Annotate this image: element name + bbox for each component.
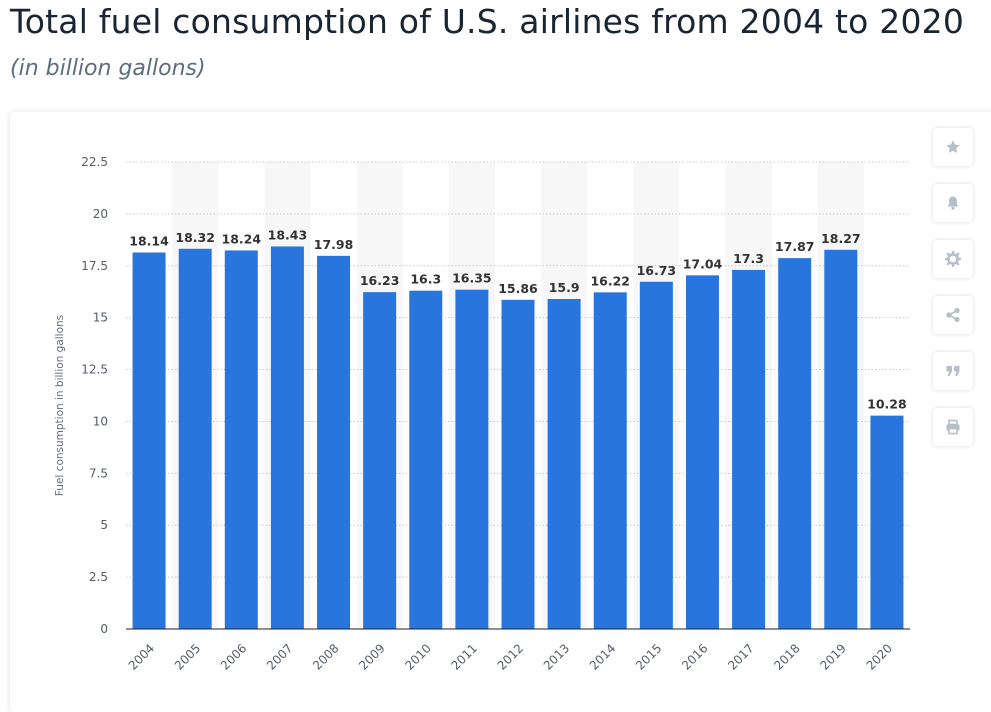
bar-value-label: 18.24 <box>222 231 262 246</box>
share-icon <box>946 307 960 323</box>
bar[interactable] <box>224 250 258 629</box>
x-tick-label: 2004 <box>126 641 157 672</box>
bar-value-label: 16.73 <box>637 263 677 278</box>
y-axis-label: Fuel consumption in billion gallons <box>54 315 66 496</box>
y-tick-label: 12.5 <box>81 363 108 377</box>
bar[interactable] <box>732 269 766 629</box>
y-tick-label: 20 <box>93 207 108 221</box>
bar-value-label: 16.22 <box>590 273 630 288</box>
bar-value-label: 18.32 <box>175 230 215 245</box>
bar[interactable] <box>639 281 673 629</box>
favorite-button[interactable] <box>933 128 973 166</box>
bar-value-label: 17.98 <box>314 237 354 252</box>
share-button[interactable] <box>933 296 973 334</box>
x-tick-label: 2018 <box>771 641 802 672</box>
bar-value-label: 10.28 <box>867 397 907 412</box>
bar-chart: 0 2.5 5 7.5 10 12.5 15 17.5 20 22.5 18.14 2004 18.32… <box>54 155 910 673</box>
bar-value-label: 18.14 <box>129 233 169 248</box>
bar-value-label: 16.23 <box>360 273 400 288</box>
bar-value-label: 18.27 <box>821 231 861 246</box>
bar[interactable] <box>778 258 812 629</box>
quote-icon <box>946 366 960 376</box>
x-tick-label: 2014 <box>587 641 618 672</box>
bell-icon <box>947 196 959 210</box>
x-tick-label: 2017 <box>725 641 756 672</box>
settings-button[interactable] <box>933 240 973 278</box>
chart-toolbar <box>933 128 975 464</box>
bar[interactable] <box>547 298 581 629</box>
x-tick-label: 2015 <box>633 641 664 672</box>
gear-icon <box>945 251 961 267</box>
bar[interactable] <box>685 275 719 629</box>
y-tick-label: 2.5 <box>89 570 108 584</box>
x-tick-label: 2009 <box>356 641 387 672</box>
cite-button[interactable] <box>933 352 973 390</box>
bar-value-label: 17.04 <box>683 256 723 271</box>
bar-value-label: 18.43 <box>268 227 308 242</box>
bar[interactable] <box>132 252 166 630</box>
bar-value-label: 17.3 <box>733 251 764 266</box>
bar[interactable] <box>593 292 627 629</box>
page-subtitle: (in billion gallons) <box>10 56 206 81</box>
print-button[interactable] <box>933 408 973 446</box>
bar[interactable] <box>178 248 212 629</box>
x-tick-label: 2006 <box>218 641 249 672</box>
x-tick-label: 2010 <box>402 641 433 672</box>
bar-value-label: 15.9 <box>549 280 580 295</box>
bar[interactable] <box>824 249 858 629</box>
y-tick-label: 7.5 <box>89 466 108 480</box>
notification-button[interactable] <box>933 184 973 222</box>
y-tick-label: 15 <box>93 311 108 325</box>
bar-value-label: 16.3 <box>410 272 441 287</box>
bar-value-label: 15.86 <box>498 281 538 296</box>
y-tick-label: 22.5 <box>81 155 108 169</box>
y-tick-label: 10 <box>93 414 108 428</box>
bar[interactable] <box>270 246 304 630</box>
x-tick-label: 2007 <box>264 641 295 672</box>
bar[interactable] <box>870 415 904 629</box>
bar-value-label: 17.87 <box>775 239 815 254</box>
bar[interactable] <box>363 292 397 629</box>
x-tick-label: 2020 <box>864 641 895 672</box>
x-tick-label: 2005 <box>172 641 203 672</box>
bar[interactable] <box>409 290 443 629</box>
bar[interactable] <box>455 289 489 629</box>
y-tick-label: 5 <box>100 518 108 532</box>
bar[interactable] <box>501 299 535 629</box>
x-tick-label: 2011 <box>449 641 480 672</box>
print-icon <box>946 419 960 435</box>
y-tick-label: 17.5 <box>81 259 108 273</box>
star-icon <box>946 140 960 153</box>
x-tick-label: 2013 <box>541 641 572 672</box>
x-tick-label: 2019 <box>817 641 848 672</box>
y-tick-label: 0 <box>100 622 108 636</box>
page-title: Total fuel consumption of U.S. airlines … <box>10 2 965 41</box>
x-tick-label: 2016 <box>679 641 710 672</box>
bar-value-label: 16.35 <box>452 271 492 286</box>
bar[interactable] <box>317 255 351 629</box>
x-tick-label: 2008 <box>310 641 341 672</box>
x-tick-label: 2012 <box>495 641 526 672</box>
